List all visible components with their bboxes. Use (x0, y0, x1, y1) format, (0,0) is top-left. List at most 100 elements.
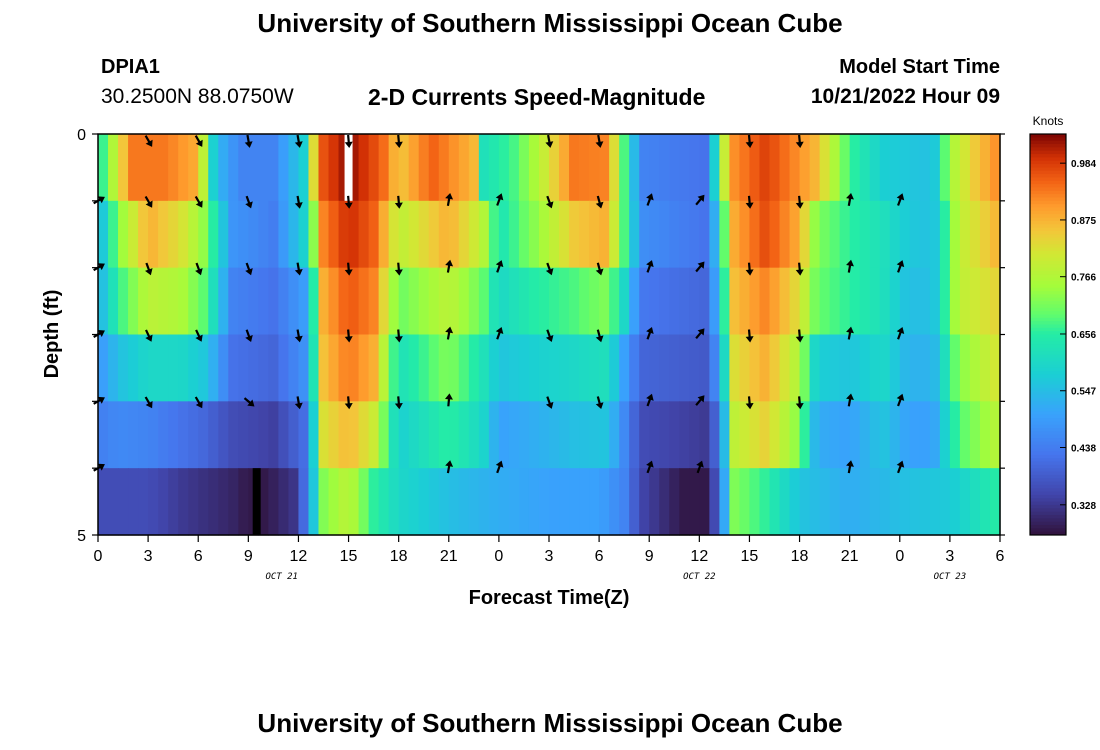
heatmap-cell (629, 200, 640, 269)
current-arrow (294, 262, 303, 276)
heatmap-cell (789, 334, 801, 402)
heatmap-cell (719, 401, 730, 469)
heatmap-cell (659, 134, 670, 202)
current-arrow (846, 326, 854, 340)
colorbar-segment (1030, 190, 1066, 195)
date-label: OCT 22 (683, 572, 716, 582)
heatmap-cell (609, 200, 620, 269)
heatmap-cell (108, 468, 119, 536)
heatmap-cell (178, 468, 189, 536)
heatmap-cell (368, 401, 380, 469)
heatmap-cell (528, 200, 540, 269)
heatmap-cell (508, 267, 520, 336)
heatmap-cell (659, 468, 670, 536)
heatmap-cell (358, 267, 370, 336)
heatmap-cell (318, 334, 330, 402)
current-arrow (344, 262, 353, 276)
heatmap-cell (689, 334, 700, 402)
heatmap-cell (228, 200, 239, 269)
colorbar-segment (1030, 247, 1066, 252)
heatmap-cell (699, 200, 710, 269)
heatmap-cell (338, 200, 350, 269)
heatmap-cell (458, 468, 470, 536)
heatmap-cell (248, 200, 259, 269)
heatmap-cell (839, 401, 851, 469)
heatmap-cell (228, 401, 239, 469)
current-arrow (595, 195, 604, 209)
heatmap-cell (899, 334, 911, 402)
heatmap-cell (989, 334, 1001, 402)
current-arrow (144, 396, 153, 409)
heatmap-cell (959, 401, 971, 469)
heatmap-cell (328, 401, 340, 469)
heatmap-cell (749, 267, 761, 336)
current-arrow (896, 326, 905, 340)
colorbar-segment (1030, 214, 1066, 219)
colorbar-tick-label: 0.875 (1071, 216, 1096, 227)
heatmap-cell (398, 468, 410, 536)
heatmap-cell (348, 267, 360, 336)
colorbar-segment (1030, 441, 1066, 446)
heatmap-cell (498, 334, 510, 402)
current-arrow (344, 134, 353, 148)
heatmap-cell (298, 401, 310, 469)
heatmap-cell (829, 401, 841, 469)
heatmap-cell (789, 267, 801, 336)
heatmap-cell (248, 334, 259, 402)
heatmap-cell (709, 267, 720, 336)
heatmap-cell (108, 267, 119, 336)
heatmap-cell (398, 134, 410, 202)
heatmap-cell (448, 200, 460, 269)
heatmap-cell (418, 334, 430, 402)
heatmap-cell (689, 401, 700, 469)
heatmap-cell (158, 267, 169, 336)
heatmap-cell (448, 468, 460, 536)
heatmap-cell (148, 468, 159, 536)
heatmap-cell (869, 134, 881, 202)
heatmap-cell (929, 200, 941, 269)
x-tick-label: 6 (996, 548, 1005, 565)
colorbar-segment (1030, 471, 1066, 476)
colorbar-title: Knots (1033, 114, 1064, 128)
heatmap-cell (178, 200, 189, 269)
heatmap-cell (478, 267, 490, 336)
heatmap-cell (478, 134, 490, 202)
current-arrow (344, 329, 353, 343)
heatmap-cell (649, 468, 660, 536)
heatmap-cell (959, 134, 971, 202)
heatmap-cell (859, 334, 871, 402)
colorbar-segment (1030, 521, 1066, 526)
heatmap-cell (478, 468, 490, 536)
heatmap-cell (549, 401, 560, 469)
current-arrow (896, 393, 905, 407)
heatmap-cell (258, 134, 269, 202)
colorbar-segment (1030, 264, 1066, 269)
heatmap-cell (829, 334, 841, 402)
heatmap-cell (819, 200, 831, 269)
heatmap-cell (719, 134, 730, 202)
colorbar-segment (1030, 267, 1066, 272)
heatmap-cell (569, 468, 580, 536)
heatmap-cell (238, 334, 249, 402)
current-arrow (495, 260, 504, 273)
current-arrow (545, 262, 554, 276)
heatmap-cell (268, 401, 279, 469)
heatmap-cell (498, 468, 510, 536)
heatmap-cell (949, 401, 961, 469)
heatmap-cell (579, 401, 590, 469)
heatmap-cell (559, 200, 570, 269)
heatmap-cell (188, 134, 199, 202)
colorbar-segment (1030, 381, 1066, 386)
heatmap-cell (318, 200, 330, 269)
heatmap-cell (669, 401, 680, 469)
heatmap-cell (989, 200, 1001, 269)
colorbar-segment (1030, 528, 1066, 533)
colorbar-tick-label: 0.547 (1071, 387, 1096, 398)
colorbar-segment (1030, 184, 1066, 188)
current-arrow (344, 195, 353, 209)
heatmap-cell (819, 134, 831, 202)
heatmap-cell (789, 468, 801, 536)
heatmap-cell (869, 267, 881, 336)
heatmap-cell (759, 200, 771, 269)
colorbar-segment (1030, 351, 1066, 356)
